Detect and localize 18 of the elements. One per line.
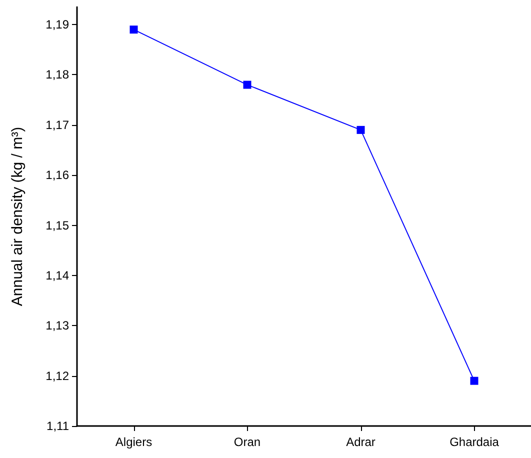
- x-tick-label: Oran: [234, 435, 261, 449]
- y-tick-label: 1,14: [46, 268, 70, 282]
- y-tick-label: 1,17: [46, 118, 70, 132]
- y-tick-label: 1,19: [46, 18, 70, 32]
- x-tick-label: Algiers: [115, 435, 152, 449]
- point: [243, 80, 252, 89]
- x-tick-label: Adrar: [346, 435, 376, 449]
- y-axis-title: Annual air density (kg / m³): [9, 126, 26, 306]
- y-tick-label: 1,13: [46, 318, 70, 333]
- y-tick-label: 1,12: [46, 368, 70, 383]
- y-tick-label: 1,16: [46, 168, 70, 182]
- y-tick-label: 1,15: [46, 218, 70, 232]
- point: [130, 26, 138, 34]
- x-tick-label: Ghardaia: [450, 435, 500, 449]
- point: [356, 126, 365, 134]
- point: [470, 376, 478, 385]
- y-tick-label: 1,18: [46, 68, 70, 82]
- y-tick-label: 1,11: [46, 419, 70, 433]
